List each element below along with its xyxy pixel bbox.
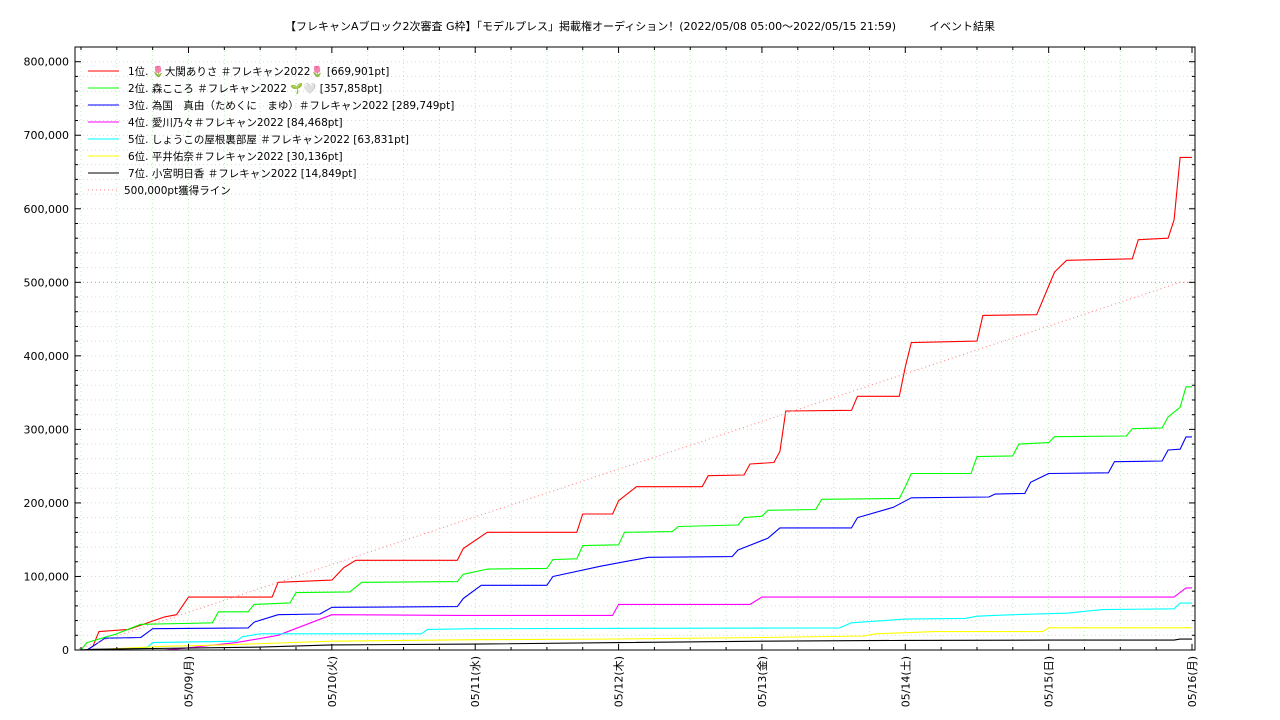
x-tick-label: 05/10(火)	[326, 656, 339, 707]
y-tick-label: 700,000	[24, 129, 70, 142]
x-tick-label: 05/12(木)	[613, 656, 626, 707]
series-line-8	[74, 281, 1192, 651]
legend-label: 1位. 🌷大関ありさ ＃フレキャン2022🌷 [669,901pt]	[128, 65, 389, 78]
legend-label: 7位. 小宮明日香 ＃フレキャン2022 [14,849pt]	[128, 167, 356, 180]
legend-label: 4位. 愛川乃々＃フレキャン2022 [84,468pt]	[128, 116, 343, 129]
plot-frame	[74, 46, 1196, 651]
legend-label: 6位. 平井佑奈＃フレキャン2022 [30,136pt]	[128, 150, 343, 163]
series-line-6	[86, 627, 1192, 651]
x-tick-label: 05/11(水)	[469, 656, 482, 707]
series-line-2	[80, 386, 1192, 651]
y-tick-label: 0	[62, 644, 69, 657]
y-tick-label: 400,000	[24, 350, 70, 363]
legend-label: 500,000pt獲得ライン	[124, 184, 231, 197]
series-lines	[74, 156, 1192, 651]
y-tick-label: 300,000	[24, 423, 70, 436]
y-tick-label: 600,000	[24, 203, 70, 216]
x-tick-label: 05/15(日)	[1043, 656, 1056, 707]
series-line-3	[78, 436, 1192, 651]
y-tick-label: 200,000	[24, 497, 70, 510]
x-tick-label: 05/16(月)	[1186, 656, 1199, 707]
y-tick-label: 800,000	[24, 56, 70, 69]
series-line-4	[164, 587, 1192, 651]
series-line-5	[92, 602, 1192, 651]
legend-label: 2位. 森こころ ＃フレキャン2022 🌱🤍 [357,858pt]	[128, 82, 382, 95]
axes: 0 100,000 200,000 300,000 400,000 500,000 600,…	[24, 46, 1199, 707]
x-tick-label: 05/09(月)	[182, 656, 195, 707]
y-tick-label: 500,000	[24, 276, 70, 289]
y-tick-label: 100,000	[24, 570, 70, 583]
legend: 1位. 🌷大関ありさ ＃フレキャン2022🌷 [669,901pt] 2位. 森こ…	[88, 65, 454, 197]
x-tick-label: 05/14(土)	[899, 656, 912, 707]
series-line-1	[86, 156, 1192, 651]
chart-title: 【フレキャンAブロック2次審査 G枠】「モデルプレス」掲載権オーディション！(2…	[284, 20, 996, 33]
legend-label: 3位. 為国 真由（ためくに まゆ）＃フレキャン2022 [289,749pt]	[128, 99, 454, 112]
x-tick-label: 05/13(金)	[755, 656, 769, 707]
legend-label: 5位. しょうこの屋根裏部屋 ＃フレキャン2022 [63,831pt]	[128, 133, 409, 146]
